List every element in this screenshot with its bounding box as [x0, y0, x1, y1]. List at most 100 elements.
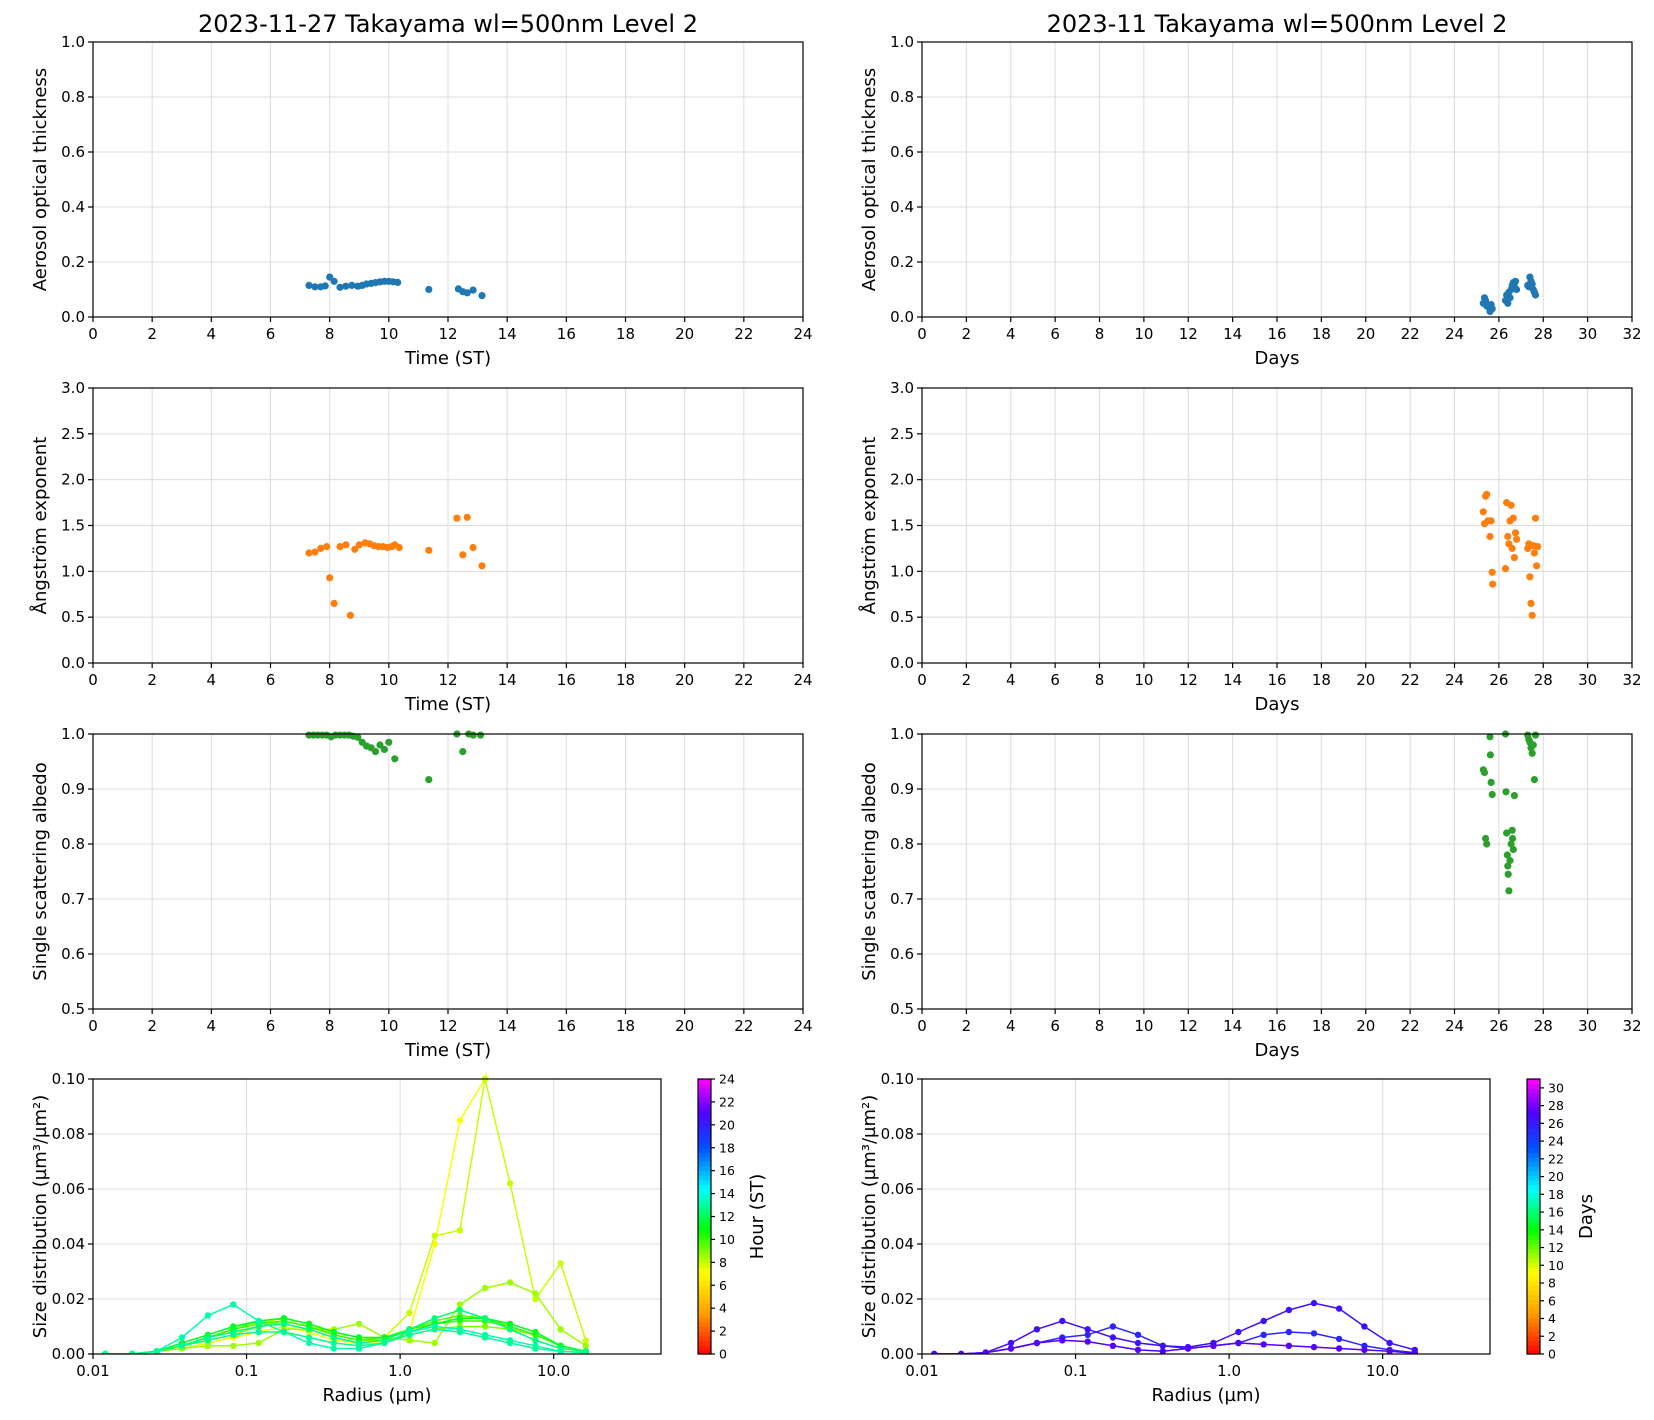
chart-ssa_month: 0 2 4 6 8 10 12 14 16 18 20 22 24 26 28 30 320.50.60.70.…	[859, 725, 1642, 1061]
data-point	[380, 745, 388, 754]
x-tick-label: 22	[1401, 671, 1420, 689]
data-point	[1530, 776, 1538, 784]
y-tick-label: 0.10	[52, 1070, 85, 1088]
colorbar-tick-label: 2	[1548, 1329, 1556, 1344]
colorbar-segment	[698, 1207, 711, 1213]
colorbar-segment	[1527, 1312, 1540, 1318]
y-tick-label: 0.0	[61, 308, 85, 326]
series-line	[105, 1281, 587, 1354]
x-tick-label: 4	[207, 671, 217, 689]
x-tick-label: 26	[1489, 671, 1508, 689]
data-point	[1513, 535, 1521, 543]
colorbar-segment	[1527, 1083, 1540, 1089]
data-point	[1488, 790, 1496, 799]
x-tick-label: 14	[498, 1017, 517, 1035]
x-tick-label: 16	[1267, 671, 1286, 689]
series-point	[230, 1323, 237, 1330]
colorbar-segment	[1527, 1257, 1540, 1263]
y-axis-label: Ångström exponent	[29, 437, 51, 615]
colorbar-segment	[698, 1317, 711, 1323]
series-point	[532, 1328, 539, 1336]
data-layer	[102, 1073, 589, 1354]
series-point	[1059, 1317, 1066, 1325]
colorbar-segment	[1527, 1271, 1540, 1277]
series-point	[1059, 1337, 1066, 1344]
series-point	[1084, 1338, 1091, 1345]
colorbar-segment	[1527, 1321, 1540, 1328]
series-point	[1285, 1342, 1293, 1350]
y-tick-label: 0.0	[890, 308, 914, 326]
data-point	[1502, 788, 1510, 796]
data-layer	[305, 273, 486, 300]
colorbar-tick-label: 4	[719, 1301, 727, 1316]
colorbar-segment	[698, 1202, 711, 1208]
data-point	[1479, 508, 1487, 516]
data-point	[1482, 296, 1490, 305]
y-tick-label: 0.6	[61, 143, 85, 161]
series-point	[178, 1334, 186, 1341]
series-point	[280, 1315, 288, 1322]
x-tick-label: 24	[1445, 325, 1464, 343]
y-axis-label: Size distribution (µm³/µm²)	[30, 1095, 51, 1338]
data-point	[351, 545, 359, 553]
colorbar-segment	[1527, 1349, 1540, 1355]
data-point	[1503, 851, 1511, 859]
series-point	[506, 1339, 514, 1347]
y-tick-label: 0.6	[890, 945, 914, 963]
x-tick-label: 20	[1356, 1017, 1375, 1035]
colorbar-segment	[1527, 1299, 1540, 1305]
colorbar-tick-label: 18	[719, 1140, 735, 1155]
x-tick-label: 30	[1578, 325, 1597, 343]
colorbar-segment	[698, 1083, 711, 1089]
colorbar-tick-label: 24	[1548, 1134, 1564, 1149]
colorbar-segment	[698, 1340, 711, 1346]
series-point	[1109, 1342, 1117, 1350]
y-tick-label: 1.0	[61, 725, 85, 743]
x-tick-label: 18	[1312, 1017, 1331, 1035]
x-tick-label: 12	[1179, 1017, 1198, 1035]
x-tick-label: 0.1	[1064, 1362, 1088, 1380]
x-axis-label: Time (ST)	[404, 348, 491, 369]
x-tick-label: 22	[734, 1017, 753, 1035]
data-point	[371, 748, 380, 756]
colorbar-segment	[698, 1079, 711, 1085]
y-tick-label: 0.00	[52, 1345, 85, 1363]
colorbar-segment	[1527, 1106, 1540, 1112]
y-tick-label: 0.02	[881, 1290, 914, 1308]
colorbar-segment	[1527, 1170, 1540, 1176]
series-point	[129, 1350, 136, 1354]
y-tick-label: 0.0	[61, 654, 85, 672]
colorbar-segment	[698, 1088, 711, 1094]
data-point	[1530, 549, 1538, 557]
colorbar-segment	[1527, 1331, 1540, 1337]
x-tick-label: 14	[1223, 671, 1242, 689]
colorbar-segment	[1527, 1335, 1540, 1341]
data-point	[1503, 829, 1511, 837]
x-axis-label: Days	[1255, 694, 1300, 715]
colorbar-tick-label: 12	[719, 1209, 735, 1224]
data-point	[342, 282, 350, 290]
data-point	[469, 543, 477, 552]
plot-frame	[92, 1078, 662, 1355]
x-tick-label: 10	[1134, 1017, 1153, 1035]
data-layer	[1479, 490, 1542, 619]
data-point	[1528, 611, 1536, 619]
x-tick-label: 6	[266, 325, 276, 343]
series-point	[1134, 1331, 1142, 1339]
colorbar-tick-label: 16	[1548, 1205, 1564, 1220]
series-point	[456, 1306, 464, 1314]
chart-aot_month: 0 2 4 6 8 10 12 14 16 18 20 22 24 26 28 30 320.00.20.40.…	[859, 10, 1642, 369]
colorbar-segment	[698, 1115, 711, 1121]
colorbar-segment	[698, 1143, 711, 1149]
gridlines	[921, 733, 1633, 1010]
y-tick-label: 1.0	[61, 562, 85, 580]
colorbar-segment	[1527, 1266, 1540, 1273]
colorbar-segment	[698, 1170, 711, 1176]
x-tick-label: 22	[1401, 1017, 1420, 1035]
series-point	[557, 1260, 564, 1267]
data-point	[1510, 792, 1518, 800]
chart-ang_month: 0 2 4 6 8 10 12 14 16 18 20 22 24 26 28 30 320.00.51.01.…	[858, 379, 1642, 715]
colorbar-segment	[1527, 1161, 1540, 1167]
data-point	[1483, 840, 1491, 848]
